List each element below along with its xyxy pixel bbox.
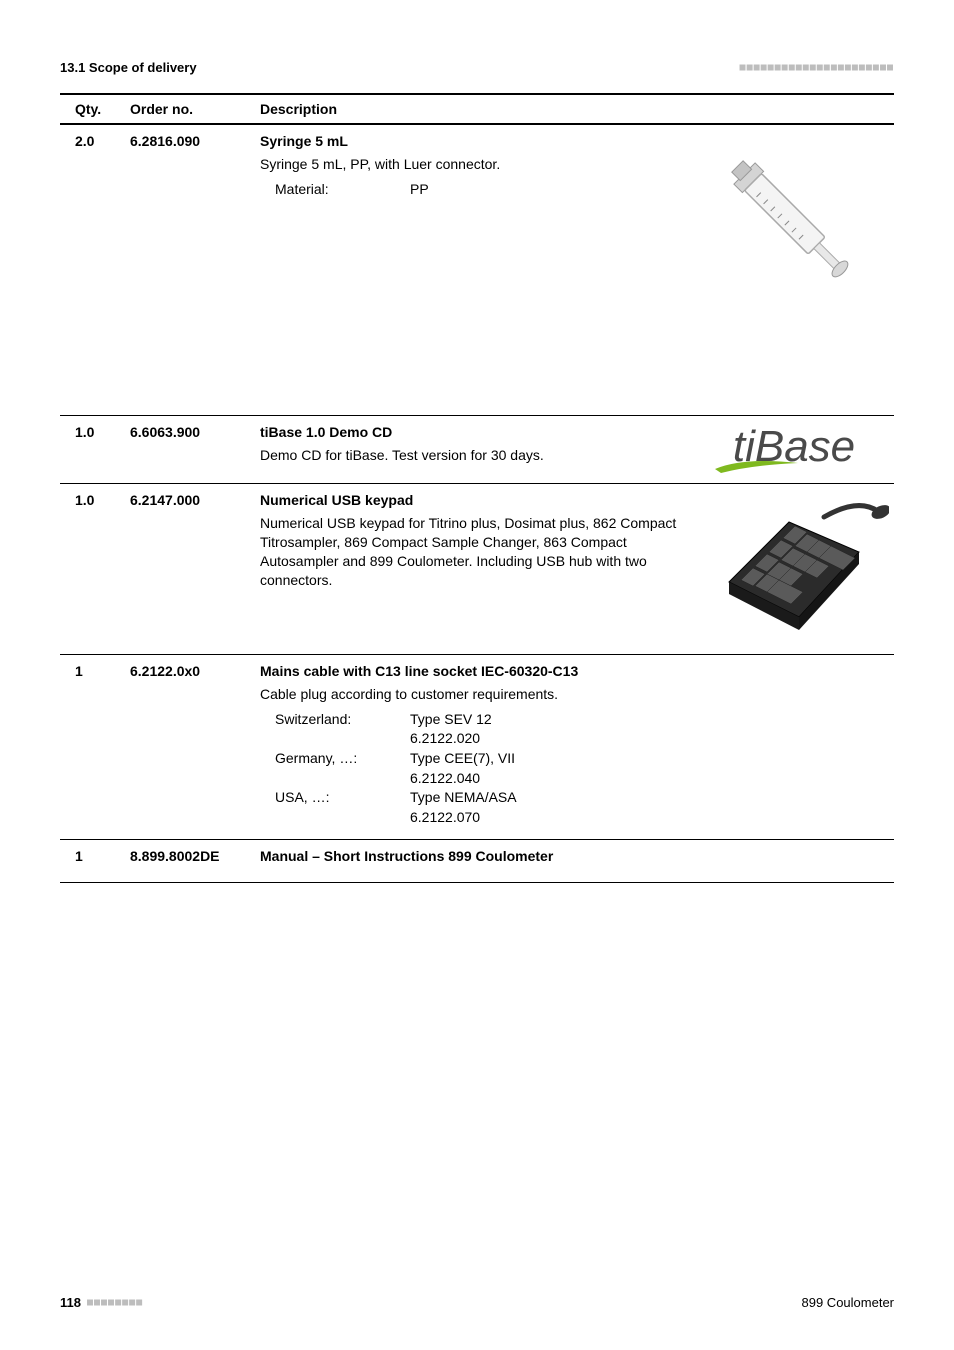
item-description: Demo CD for tiBase. Test version for 30 …	[260, 446, 684, 465]
spec-value: Type SEV 12 6.2122.020	[410, 710, 884, 749]
tibase-logo: tiBase	[733, 425, 855, 469]
cell-order-no: 6.6063.900	[130, 424, 260, 471]
keypad-icon	[699, 492, 889, 642]
spec-value: Type CEE(7), VII 6.2122.040	[410, 749, 884, 788]
item-description: Cable plug according to customer require…	[260, 685, 884, 704]
table-header: Qty. Order no. Description	[60, 93, 894, 125]
col-header-description: Description	[260, 101, 894, 117]
spec-row: Material: PP	[260, 180, 684, 200]
page-footer: 118 ■■■■■■■■ 899 Coulometer	[60, 1295, 894, 1310]
spec-label: Switzerland:	[260, 710, 410, 749]
col-header-qty: Qty.	[60, 101, 130, 117]
spec-value: Type NEMA/ASA 6.2122.070	[410, 788, 884, 827]
item-image	[694, 133, 894, 313]
spec-row: USA, …: Type NEMA/ASA 6.2122.070	[260, 788, 884, 827]
page-number: 118	[60, 1295, 81, 1310]
spec-row: Switzerland: Type SEV 12 6.2122.020	[260, 710, 884, 749]
table-row: 1 8.899.8002DE Manual – Short Instructio…	[60, 840, 894, 883]
page-header: 13.1 Scope of delivery ■■■■■■■■■■■■■■■■■…	[60, 60, 894, 75]
section-label: 13.1 Scope of delivery	[60, 60, 197, 75]
item-title: Manual – Short Instructions 899 Coulomet…	[260, 848, 884, 864]
spec-label: Germany, …:	[260, 749, 410, 788]
cell-qty: 2.0	[60, 133, 130, 313]
syringe-icon	[704, 133, 884, 313]
cell-qty: 1	[60, 848, 130, 870]
item-image	[694, 492, 894, 642]
item-title: Syringe 5 mL	[260, 133, 684, 149]
footer-dashes: ■■■■■■■■	[87, 1297, 143, 1308]
spec-row: Germany, …: Type CEE(7), VII 6.2122.040	[260, 749, 884, 788]
footer-product: 899 Coulometer	[802, 1295, 895, 1310]
table-row: 1.0 6.6063.900 tiBase 1.0 Demo CD Demo C…	[60, 416, 894, 484]
item-description: Numerical USB keypad for Titrino plus, D…	[260, 514, 684, 590]
table-row: 1.0 6.2147.000 Numerical USB keypad Nume…	[60, 484, 894, 655]
table-row: 2.0 6.2816.090 Syringe 5 mL Syringe 5 mL…	[60, 125, 894, 325]
cell-order-no: 6.2122.0x0	[130, 663, 260, 827]
spec-label: USA, …:	[260, 788, 410, 827]
header-dashes: ■■■■■■■■■■■■■■■■■■■■■■	[740, 62, 894, 73]
item-description: Syringe 5 mL, PP, with Luer connector.	[260, 155, 684, 174]
cell-order-no: 6.2816.090	[130, 133, 260, 313]
item-title: Numerical USB keypad	[260, 492, 684, 508]
table-row: 1 6.2122.0x0 Mains cable with C13 line s…	[60, 655, 894, 840]
item-title: tiBase 1.0 Demo CD	[260, 424, 684, 440]
item-title: Mains cable with C13 line socket IEC-603…	[260, 663, 884, 679]
spec-value: PP	[410, 180, 684, 200]
cell-qty: 1	[60, 663, 130, 827]
col-header-order: Order no.	[130, 101, 260, 117]
swoosh-icon	[713, 455, 803, 475]
item-image: tiBase	[694, 424, 894, 471]
cell-order-no: 6.2147.000	[130, 492, 260, 642]
cell-order-no: 8.899.8002DE	[130, 848, 260, 870]
spec-label: Material:	[260, 180, 410, 200]
cell-qty: 1.0	[60, 424, 130, 471]
cell-qty: 1.0	[60, 492, 130, 642]
